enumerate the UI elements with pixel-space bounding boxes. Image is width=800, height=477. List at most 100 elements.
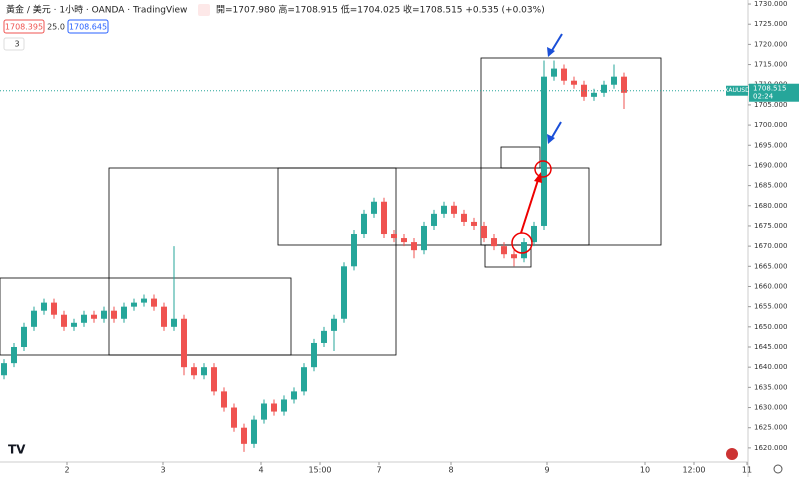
symbol-tag (726, 85, 748, 96)
zone-box (480, 57, 662, 246)
candle-body (291, 391, 297, 400)
candle-body (131, 302, 137, 307)
candle-body (481, 225, 487, 239)
candle-body (41, 302, 47, 311)
symbol-label: XAUUSD (724, 87, 750, 94)
zone-box (484, 244, 532, 268)
candle-body (591, 92, 597, 97)
candle-body (581, 84, 587, 97)
highlight-circle (534, 160, 552, 178)
arrow-head (547, 47, 555, 57)
y-tick-label: 1695.000 (754, 141, 787, 149)
marks (0, 60, 627, 452)
candle-body (361, 213, 367, 235)
candle-body (91, 314, 97, 319)
candle-body (341, 266, 347, 319)
zone-box (277, 167, 590, 246)
spread: 25.0 (47, 23, 65, 32)
x-tick-label: 10 (640, 466, 650, 475)
arrow (520, 179, 539, 234)
y-tick-label: 1705.000 (754, 101, 787, 109)
candle-body (171, 318, 177, 327)
candle-body (201, 367, 207, 376)
y-tick-label: 1670.000 (754, 242, 787, 250)
candle-body (501, 246, 507, 255)
arrow (550, 33, 563, 53)
zone-box (108, 167, 397, 356)
candle-body (521, 242, 527, 259)
countdown-label: 02:24 (753, 93, 774, 101)
candle-body (461, 213, 467, 222)
y-tick-label: 1725.000 (754, 20, 787, 28)
drawings (0, 57, 662, 356)
candle-body (381, 201, 387, 235)
flag-icon (726, 448, 738, 460)
candle-body (61, 314, 67, 327)
indicator-toggle[interactable] (3, 37, 25, 51)
arrow (550, 121, 562, 140)
candle-body (21, 326, 27, 348)
candle-body (621, 76, 627, 93)
y-tick-label: 1630.000 (754, 404, 787, 412)
candle-body (611, 76, 617, 85)
bid-price[interactable]: 1708.395 (5, 23, 43, 32)
candle-body (111, 310, 117, 319)
y-tick-label: 1665.000 (754, 262, 787, 270)
y-tick-label: 1655.000 (754, 303, 787, 311)
candle-body (271, 403, 277, 412)
y-tick-label: 1675.000 (754, 222, 787, 230)
y-tick-label: 1720.000 (754, 40, 787, 48)
logo: TV (8, 443, 26, 457)
y-tick-label: 1685.000 (754, 182, 787, 190)
candle-body (211, 367, 217, 392)
x-tick-label: 3 (160, 466, 165, 475)
x-tick-label: 9 (544, 466, 549, 475)
candle-body (561, 68, 567, 81)
x-tick-label: 8 (448, 466, 453, 475)
sell-button[interactable] (3, 19, 45, 34)
ask-price[interactable]: 1708.645 (69, 23, 107, 32)
candle-body (541, 76, 547, 226)
buy-button[interactable] (67, 19, 109, 34)
candle-body (511, 254, 517, 259)
chart-title: 黃金 / 美元 · 1小時 · OANDA · TradingView (6, 4, 187, 16)
candle-body (221, 391, 227, 408)
candle-body (281, 399, 287, 412)
candle-body (411, 242, 417, 251)
candle-body (441, 205, 447, 214)
indicator-count[interactable]: 3 (14, 40, 19, 49)
y-tick-label: 1645.000 (754, 343, 787, 351)
annotations (511, 33, 563, 254)
settings-icon[interactable] (773, 464, 783, 474)
x-tick-label: 4 (258, 466, 263, 475)
price-label: 1708.515 (753, 85, 786, 93)
candle-body (101, 310, 107, 319)
candle-body (471, 221, 477, 226)
x-tick-label: 11 (742, 466, 752, 475)
candle-body (421, 225, 427, 251)
candle-body (391, 234, 397, 239)
candle-body (151, 298, 157, 307)
y-tick-label: 1650.000 (754, 323, 787, 331)
candle-body (401, 238, 407, 243)
candle-body (331, 318, 337, 331)
y-tick-label: 1625.000 (754, 424, 787, 432)
candle-body (321, 330, 327, 343)
candle-body (351, 234, 357, 267)
y-tick-label: 1715.000 (754, 61, 787, 69)
y-tick-label: 1700.000 (754, 121, 787, 129)
y-tick-label: 1690.000 (754, 161, 787, 169)
y-tick-label: 1620.000 (754, 444, 787, 452)
candle-body (241, 427, 247, 444)
x-tick-label: 2 (64, 466, 69, 475)
candle-body (371, 201, 377, 214)
candle-body (261, 403, 267, 420)
candle-body (51, 302, 57, 315)
candle-body (431, 213, 437, 226)
x-tick-label: 12:00 (682, 466, 705, 475)
flag-icon (198, 4, 210, 16)
candle-body (311, 342, 317, 368)
